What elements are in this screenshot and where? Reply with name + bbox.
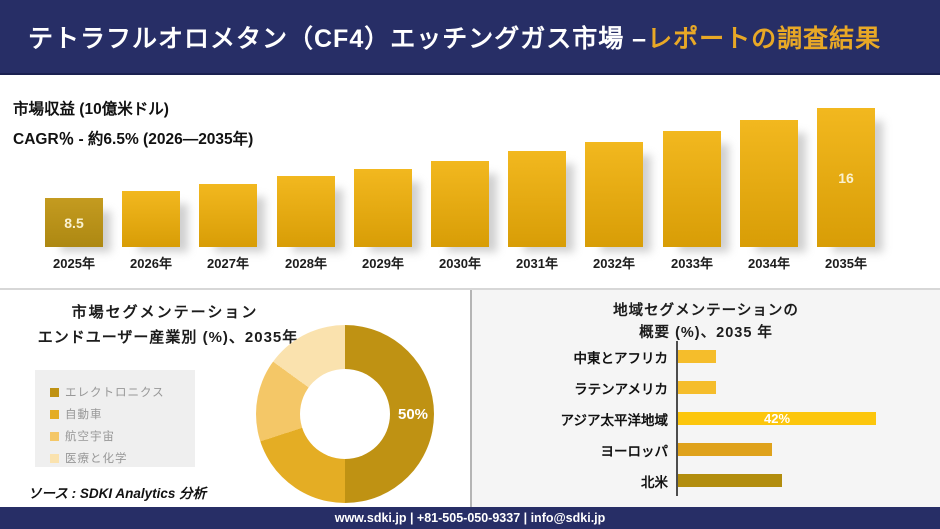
legend-swatch [50, 453, 59, 463]
regional-bar [678, 474, 782, 487]
regional-row: 北米 [472, 465, 940, 496]
x-axis-tick-label: 2031年 [516, 256, 558, 271]
regional-bar-area [676, 372, 940, 403]
x-axis-tick-label: 2035年 [825, 256, 867, 271]
x-axis-tick-label: 2032年 [593, 256, 635, 271]
x-axis-tick-label: 2029年 [362, 256, 404, 271]
segmentation-subtitle: エンドユーザー産業別 (%)、2035年 [37, 329, 299, 346]
regional-bar [678, 381, 716, 394]
regional-bar-area [676, 465, 940, 496]
revenue-bar [431, 161, 489, 247]
revenue-bar-value-label: 16 [838, 169, 854, 186]
source-label: ソース : SDKI Analytics 分析 [28, 486, 207, 501]
revenue-bar-value-label: 8.5 [64, 214, 84, 231]
revenue-bar [740, 120, 798, 247]
regional-row: アジア太平洋地域 42% [472, 403, 940, 434]
revenue-metric-label: 市場収益 (10億米ドル) [13, 101, 169, 118]
legend-label: 自動車 [65, 409, 103, 421]
revenue-year-labels: 2025年 2026年 2027年 2028年 2029年 2030年 2031年 2032年… [0, 253, 940, 273]
x-axis-tick-label: 2026年 [130, 256, 172, 271]
x-axis-tick-label: 2034年 [748, 256, 790, 271]
regional-category-label: 北米 [641, 474, 668, 490]
legend-item: エレクトロニクス [50, 381, 195, 403]
x-axis-tick-label: 2030年 [439, 256, 481, 271]
segmentation-title: 市場セグメンテーション [71, 304, 259, 321]
revenue-bar [508, 151, 566, 247]
header-banner: テトラフルオロメタン（CF4）エッチングガス市場 –レポートの調査結果 [0, 0, 940, 75]
regional-bar [678, 443, 772, 456]
cagr-label: CAGR％ - 約6.5% (2026―2035年) [13, 131, 254, 148]
regional-category-label: ラテンアメリカ [574, 381, 668, 397]
regional-bars: 中東とアフリカ ラテンアメリカアジア太平洋地域 42% ヨーロッパ北米 [472, 341, 940, 496]
revenue-bar [122, 191, 180, 247]
x-axis-tick-label: 2028年 [285, 256, 327, 271]
revenue-bars: 8.5 16 [0, 75, 940, 247]
footer-contact-text: www.sdki.jp | +81-505-050-9337 | info@sd… [334, 511, 606, 525]
x-axis-tick-label: 2027年 [207, 256, 249, 271]
revenue-bar [585, 142, 643, 247]
legend-item: 自動車 [50, 403, 195, 425]
page-title-accent: レポートの調査結果 [647, 24, 882, 53]
legend-swatch [50, 387, 59, 397]
regional-category-label: 中東とアフリカ [573, 350, 669, 366]
segmentation-panel: 市場セグメンテーション エンドユーザー産業別 (%)、2035年 エレクトロニク… [0, 290, 470, 507]
revenue-bar [199, 184, 257, 247]
page-title-main: テトラフルオロメタン（CF4）エッチングガス市場 – [28, 24, 648, 53]
donut-chart [256, 325, 434, 503]
legend-label: 航空宇宙 [65, 431, 115, 443]
legend-label: エレクトロニクス [65, 387, 165, 399]
horizontal-divider [0, 288, 940, 290]
revenue-bar: 16 [817, 108, 875, 247]
x-axis-tick-label: 2025年 [53, 256, 95, 271]
regional-category-label: ヨーロッパ [600, 443, 669, 459]
regional-title-line2: 概要 (%)、2035 年 [639, 325, 773, 341]
donut-segment-label: 50% [397, 406, 429, 423]
regional-category-label: アジア太平洋地域 [560, 412, 668, 428]
legend-item: 航空宇宙 [50, 425, 195, 447]
legend-label: 医療と化学 [65, 453, 128, 465]
regional-row: ラテンアメリカ [472, 372, 940, 403]
regional-bar-area [676, 434, 940, 465]
regional-bar-area: 42% [676, 403, 940, 434]
regional-title-line1: 地域セグメンテーションの [613, 303, 799, 319]
regional-row: 中東とアフリカ [472, 341, 940, 372]
revenue-bar: 8.5 [45, 198, 103, 247]
revenue-chart-section: 8.5 16 市場収益 (10億米ドル) CAGR％ - 約6.5% (2026―… [0, 75, 940, 289]
footer-banner: www.sdki.jp | +81-505-050-9337 | info@sd… [0, 507, 940, 529]
regional-row: ヨーロッパ [472, 434, 940, 465]
donut-legend: エレクトロニクス 自動車航空宇宙医療と化学 [35, 370, 195, 467]
vertical-divider [470, 290, 472, 507]
legend-swatch [50, 431, 59, 441]
revenue-bar [354, 169, 412, 247]
regional-bar-area [676, 341, 940, 372]
page-title: テトラフルオロメタン（CF4）エッチングガス市場 –レポートの調査結果 [28, 19, 881, 55]
donut-hole [300, 369, 390, 459]
x-axis-tick-label: 2033年 [671, 256, 713, 271]
regional-bar [678, 350, 716, 363]
regional-bar-value-label: 42% [763, 410, 791, 426]
legend-swatch [50, 409, 59, 419]
revenue-bar [277, 176, 335, 247]
revenue-bar [663, 131, 721, 247]
regional-bar: 42% [678, 410, 876, 426]
regional-panel: 地域セグメンテーションの 概要 (%)、2035 年 中東とアフリカ ラテンアメリ… [472, 290, 940, 507]
legend-item: 医療と化学 [50, 447, 195, 469]
